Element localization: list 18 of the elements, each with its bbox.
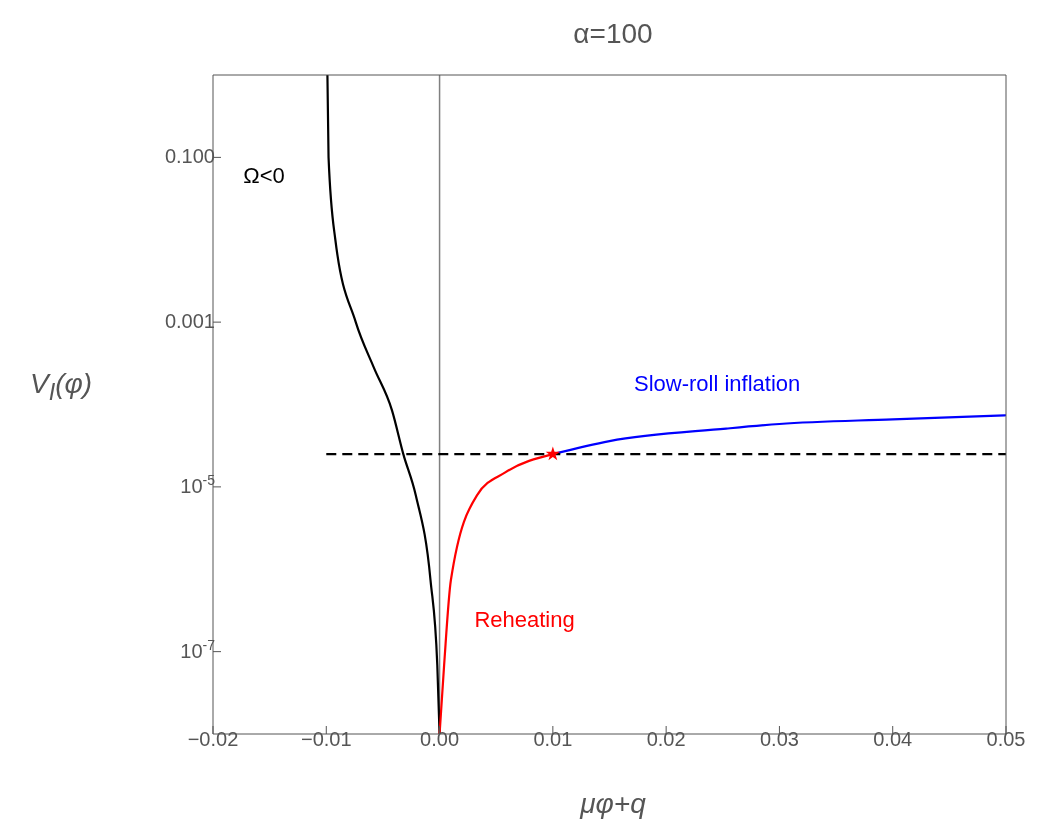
y-tick-label: 0.100 bbox=[164, 145, 215, 168]
series-label: Slow-roll inflation bbox=[633, 371, 801, 397]
x-tick-label: 0.02 bbox=[646, 728, 686, 750]
x-tick-label: 0.05 bbox=[986, 728, 1026, 750]
x-axis-title: μφ+q bbox=[578, 788, 647, 820]
x-tick-label: −0.01 bbox=[300, 728, 352, 750]
y-tick-label: 10$^{-7}$ bbox=[180, 636, 216, 662]
y-tick-label: 10$^{-5}$ bbox=[180, 471, 216, 497]
x-tick-label: 0.04 bbox=[873, 728, 913, 750]
chart-title: α=100 bbox=[572, 18, 654, 50]
y-axis-title: V$_{I}$(φ) bbox=[30, 368, 93, 406]
x-tick-label: 0.03 bbox=[759, 728, 799, 750]
x-tick-label: 0.01 bbox=[533, 728, 573, 750]
y-tick-label: 0.001 bbox=[164, 310, 215, 333]
x-tick-label: 0.00 bbox=[420, 728, 460, 750]
text: Ω<0 bbox=[243, 163, 285, 189]
x-tick-label: −0.02 bbox=[187, 728, 239, 750]
series-label: Reheating bbox=[474, 606, 575, 632]
